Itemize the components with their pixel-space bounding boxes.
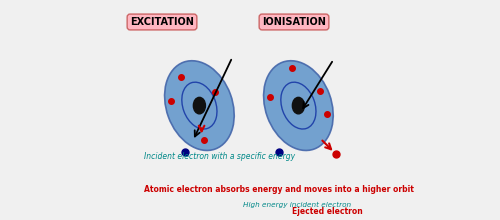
Text: Incident electron with a specific energy: Incident electron with a specific energy (144, 152, 296, 161)
Ellipse shape (292, 97, 304, 114)
Text: Ejected electron: Ejected electron (292, 207, 362, 216)
Ellipse shape (264, 61, 333, 150)
Text: IONISATION: IONISATION (262, 17, 326, 27)
Text: EXCITATION: EXCITATION (130, 17, 194, 27)
Ellipse shape (194, 97, 205, 114)
Ellipse shape (164, 61, 234, 150)
Text: Atomic electron absorbs energy and moves into a higher orbit: Atomic electron absorbs energy and moves… (144, 185, 414, 194)
Text: High energy incident electron: High energy incident electron (244, 202, 352, 208)
